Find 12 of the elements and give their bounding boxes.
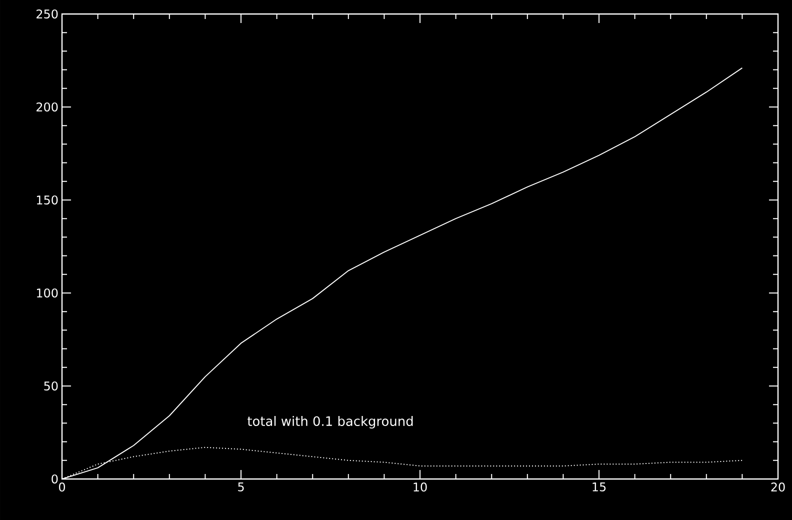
annotation: total with 0.1 background bbox=[248, 416, 413, 429]
y-tick-label: 100 bbox=[36, 288, 58, 298]
x-tick-label: 15 bbox=[592, 482, 606, 492]
y-tick-label: 150 bbox=[36, 195, 58, 205]
y-tick-label: 0 bbox=[52, 474, 58, 484]
x-tick-label: 5 bbox=[238, 482, 244, 492]
y-tick-label: 50 bbox=[44, 381, 58, 391]
x-tick-label: 20 bbox=[771, 482, 785, 492]
x-tick-label: 0 bbox=[58, 482, 66, 492]
y-tick-label: 250 bbox=[36, 9, 58, 19]
y-tick-label: 200 bbox=[36, 102, 58, 112]
x-tick-label: 10 bbox=[414, 482, 427, 492]
